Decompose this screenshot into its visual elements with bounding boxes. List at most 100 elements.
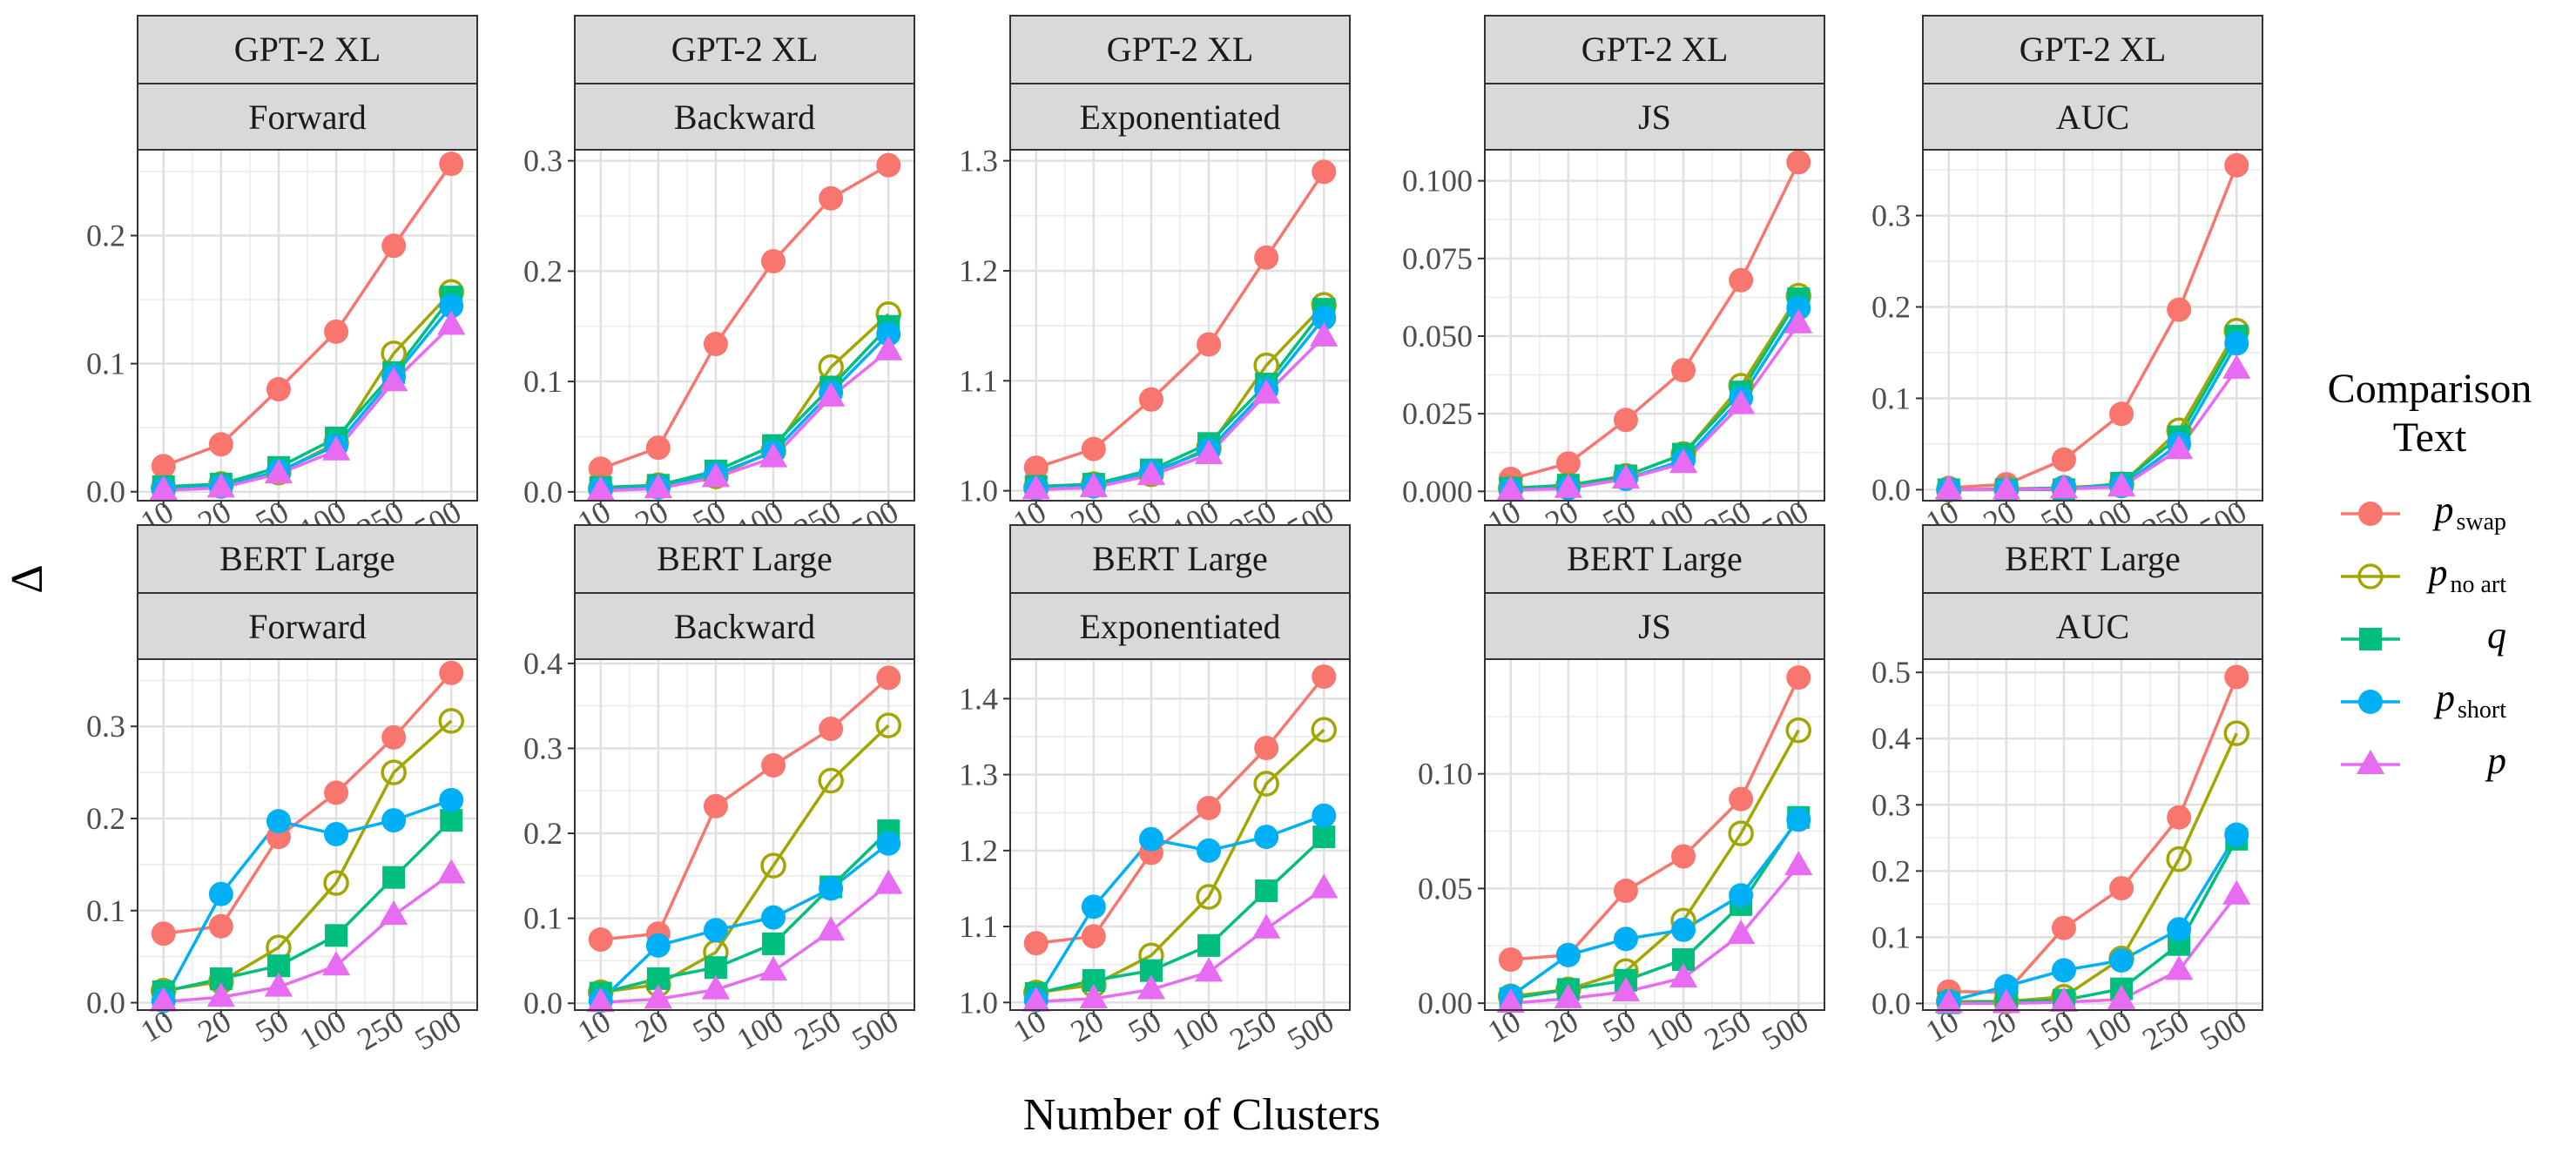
data-point-pshort — [819, 876, 844, 901]
data-point-pswap — [1197, 795, 1222, 820]
data-point-pshort — [1254, 825, 1279, 850]
series-layer — [586, 665, 903, 1014]
data-point-pswap — [1312, 159, 1337, 185]
y-tick-label: 0.1 — [1871, 381, 1911, 415]
y-tick-label: 0.3 — [1871, 199, 1911, 233]
strip-metric-label: Forward — [248, 607, 367, 646]
data-point-p — [1727, 920, 1756, 945]
strip-metric-label: Exponentiated — [1079, 98, 1280, 137]
data-point-pswap — [2051, 447, 2076, 472]
series-line-p — [1035, 886, 1325, 1004]
data-point-pshort — [1138, 826, 1163, 852]
data-point-p — [1022, 987, 1050, 1012]
strip-model-label: GPT-2 XL — [234, 30, 381, 69]
strip-metric — [574, 592, 915, 662]
data-point-pswap — [1729, 267, 1754, 293]
data-point-pswap — [1613, 879, 1638, 904]
data-point-p — [2222, 879, 2251, 905]
data-point-pnoart — [2166, 845, 2192, 872]
panel: BERT Large Exponentiated 1.0 1.1 1.2 1.3 1.4 10… — [959, 524, 1351, 1057]
y-tick-label: 0.4 — [523, 646, 563, 681]
gridlines — [1485, 150, 1824, 501]
data-point-p — [1669, 963, 1698, 988]
series-layer — [1022, 664, 1339, 1013]
strip-model-label: BERT Large — [657, 539, 833, 578]
data-point-p — [1496, 475, 1525, 501]
x-tick-label: 100 — [1641, 1003, 1699, 1057]
data-point-p — [1554, 473, 1582, 498]
data-point-pnoart — [875, 712, 902, 738]
legend-key-marker — [2357, 563, 2384, 589]
data-point-pswap — [1254, 245, 1279, 270]
series-layer — [586, 152, 903, 502]
strip-metric — [1484, 83, 1825, 152]
y-tick-label: 1.1 — [959, 363, 998, 398]
data-point-pswap — [324, 319, 349, 344]
strip-model-label: GPT-2 XL — [671, 30, 819, 69]
data-point-pshort — [208, 881, 233, 906]
legend-key-marker — [2356, 750, 2385, 775]
legend-key-marker — [2358, 690, 2383, 714]
y-tick-label: 0.1 — [523, 364, 563, 399]
data-point-pswap — [761, 752, 786, 778]
data-point-q — [382, 866, 406, 889]
data-point-pshort — [266, 809, 291, 834]
data-point-pnoart — [760, 852, 786, 879]
data-point-p — [1079, 472, 1108, 497]
data-point-pswap — [703, 332, 728, 357]
data-point-p — [380, 367, 408, 392]
data-point-pswap — [2167, 805, 2192, 830]
x-tick-label: 250 — [2136, 1003, 2195, 1057]
data-point-pswap — [2167, 297, 2192, 322]
data-point-pswap — [1197, 332, 1222, 357]
data-point-p — [2049, 987, 2079, 1012]
strip-model-label: BERT Large — [2005, 539, 2181, 578]
gridlines — [138, 150, 477, 501]
strip-model — [137, 15, 478, 84]
strip-model — [1922, 524, 2263, 594]
data-point-q — [325, 924, 348, 947]
strip-model-label: BERT Large — [1567, 539, 1743, 578]
panel-border — [1922, 149, 2263, 502]
data-point-pnoart — [2223, 720, 2250, 746]
data-point-pswap — [819, 717, 844, 742]
series-layer — [1496, 150, 1813, 502]
data-point-pnoart — [381, 759, 407, 785]
panel-border — [1009, 658, 1351, 1011]
data-point-pshort — [1555, 942, 1581, 967]
series-line-p — [600, 883, 890, 1004]
data-point-pshort — [1312, 306, 1337, 331]
y-tick-label: 1.4 — [959, 681, 998, 716]
data-point-p — [321, 951, 351, 976]
data-point-p — [1252, 379, 1281, 404]
strip-metric-label: JS — [1638, 98, 1671, 137]
strip-model-label: GPT-2 XL — [1107, 30, 1254, 69]
strip-metric — [137, 592, 478, 662]
x-tick-label: 100 — [1166, 1003, 1224, 1057]
data-point-pshort — [439, 787, 464, 812]
y-tick-label: 0.0 — [1871, 986, 1911, 1021]
data-point-q — [1312, 825, 1336, 849]
data-point-p — [264, 972, 293, 997]
data-point-pshort — [1613, 926, 1638, 952]
legend-key-marker — [2359, 628, 2382, 650]
data-point-pswap — [2224, 152, 2249, 178]
data-point-p — [1194, 957, 1224, 982]
data-point-p — [149, 987, 178, 1012]
data-point-pshort — [761, 905, 786, 930]
data-point-pswap — [1081, 436, 1106, 461]
data-point-p — [437, 310, 466, 335]
strip-model-label: BERT Large — [1092, 539, 1268, 578]
data-point-p — [1310, 873, 1339, 899]
gridlines — [1923, 150, 2262, 501]
data-point-pnoart — [1728, 820, 1754, 846]
data-point-pshort — [381, 808, 407, 833]
strip-metric-label: Backward — [674, 607, 815, 646]
data-point-q — [1255, 879, 1278, 903]
y-tick-label: 0.5 — [1871, 655, 1911, 690]
y-tick-label: 0.100 — [1402, 164, 1473, 199]
